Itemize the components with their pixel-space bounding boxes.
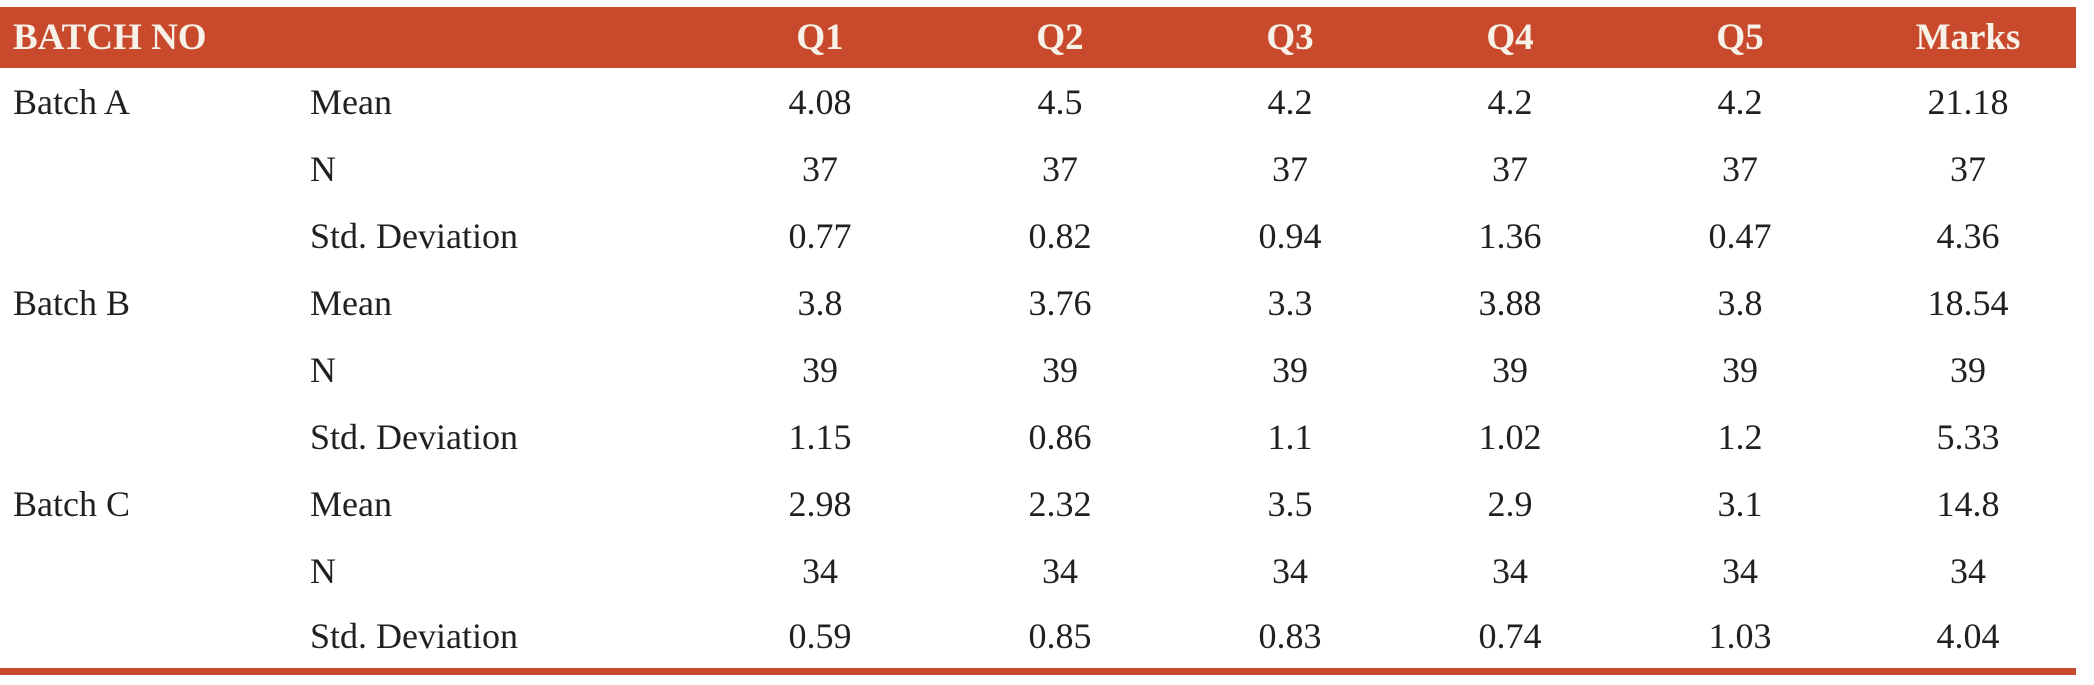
stat-label: Mean [310,483,392,524]
table-row-batch-b-n: N 39 39 39 39 39 39 [0,336,2076,403]
table-row-batch-c-n: N 34 34 34 34 34 34 [0,537,2076,604]
value-cell: 3.8 [797,282,843,323]
table-row-batch-b-mean: Batch B Mean 3.8 3.76 3.3 3.88 3.8 18.54 [0,269,2076,336]
value-cell: 3.88 [1478,282,1542,323]
value-cell: 2.9 [1487,483,1533,524]
value-cell: 3.5 [1267,483,1313,524]
value-cell: 2.98 [788,483,852,524]
value-cell: 39 [1722,349,1758,390]
value-cell: 37 [1042,148,1078,189]
value-cell: 0.59 [788,615,852,656]
batch-label-empty [0,403,300,470]
value-cell: 34 [802,550,838,591]
value-cell: 1.2 [1717,416,1763,457]
value-cell: 0.47 [1708,215,1772,256]
table-row-batch-c-std: Std. Deviation 0.59 0.85 0.83 0.74 1.03 … [0,604,2076,671]
batch-label-empty [0,202,300,269]
value-cell: 0.94 [1258,215,1322,256]
value-cell: 4.2 [1717,81,1763,122]
value-cell: 1.15 [788,416,852,457]
value-cell: 1.02 [1478,416,1542,457]
header-batch-no: BATCH NO [13,17,207,58]
value-cell: 1.03 [1708,615,1772,656]
table-row-batch-b-std: Std. Deviation 1.15 0.86 1.1 1.02 1.2 5.… [0,403,2076,470]
stat-label: Mean [310,81,392,122]
stat-label: N [310,148,336,189]
value-cell: 2.32 [1028,483,1092,524]
value-cell: 4.08 [788,81,852,122]
value-cell: 5.33 [1936,416,2000,457]
value-cell: 39 [1272,349,1308,390]
batch-label: Batch C [13,483,130,524]
value-cell: 34 [1722,550,1758,591]
stat-label: Std. Deviation [310,215,518,256]
value-cell: 3.76 [1028,282,1092,323]
value-cell: 39 [1492,349,1528,390]
value-cell: 34 [1272,550,1308,591]
value-cell: 37 [1950,148,1986,189]
value-cell: 37 [1492,148,1528,189]
value-cell: 4.04 [1936,615,2000,656]
value-cell: 3.1 [1717,483,1763,524]
value-cell: 14.8 [1936,483,2000,524]
stat-label: N [310,550,336,591]
value-cell: 37 [802,148,838,189]
value-cell: 37 [1722,148,1758,189]
table-row-batch-a-n: N 37 37 37 37 37 37 [0,135,2076,202]
stat-label: Mean [310,282,392,323]
table-row-batch-a-mean: Batch A Mean 4.08 4.5 4.2 4.2 4.2 21.18 [0,68,2076,135]
batch-label-empty [0,135,300,202]
value-cell: 1.1 [1267,416,1313,457]
value-cell: 39 [1042,349,1078,390]
header-q2: Q2 [1036,17,1084,58]
header-q4: Q4 [1486,17,1534,58]
value-cell: 3.8 [1717,282,1763,323]
batch-label-empty [0,537,300,604]
batch-label-empty [0,336,300,403]
value-cell: 4.2 [1487,81,1533,122]
value-cell: 37 [1272,148,1308,189]
value-cell: 39 [802,349,838,390]
value-cell: 0.74 [1478,615,1542,656]
value-cell: 34 [1950,550,1986,591]
value-cell: 39 [1950,349,1986,390]
table-row-batch-c-mean: Batch C Mean 2.98 2.32 3.5 2.9 3.1 14.8 [0,470,2076,537]
header-q5: Q5 [1716,17,1764,58]
header-marks: Marks [1915,17,2021,58]
value-cell: 4.36 [1936,215,2000,256]
value-cell: 4.2 [1267,81,1313,122]
header-q1: Q1 [796,17,844,58]
batch-statistics-table: BATCH NO Q1 Q2 Q3 Q4 Q5 Marks Batch A Me… [0,7,2076,675]
value-cell: 4.5 [1037,81,1083,122]
batch-label: Batch A [13,81,130,122]
batch-label: Batch B [13,282,130,323]
value-cell: 0.77 [788,215,852,256]
header-q3: Q3 [1266,17,1314,58]
stat-label: Std. Deviation [310,615,518,656]
value-cell: 34 [1042,550,1078,591]
value-cell: 18.54 [1927,282,2009,323]
batch-label-empty [0,604,300,671]
stat-label: Std. Deviation [310,416,518,457]
table-header-row: BATCH NO Q1 Q2 Q3 Q4 Q5 Marks [0,7,2076,68]
value-cell: 3.3 [1267,282,1313,323]
value-cell: 0.83 [1258,615,1322,656]
value-cell: 0.86 [1028,416,1092,457]
value-cell: 0.82 [1028,215,1092,256]
value-cell: 34 [1492,550,1528,591]
value-cell: 0.85 [1028,615,1092,656]
stat-label: N [310,349,336,390]
value-cell: 1.36 [1478,215,1542,256]
value-cell: 21.18 [1927,81,2009,122]
table-row-batch-a-std: Std. Deviation 0.77 0.82 0.94 1.36 0.47 … [0,202,2076,269]
